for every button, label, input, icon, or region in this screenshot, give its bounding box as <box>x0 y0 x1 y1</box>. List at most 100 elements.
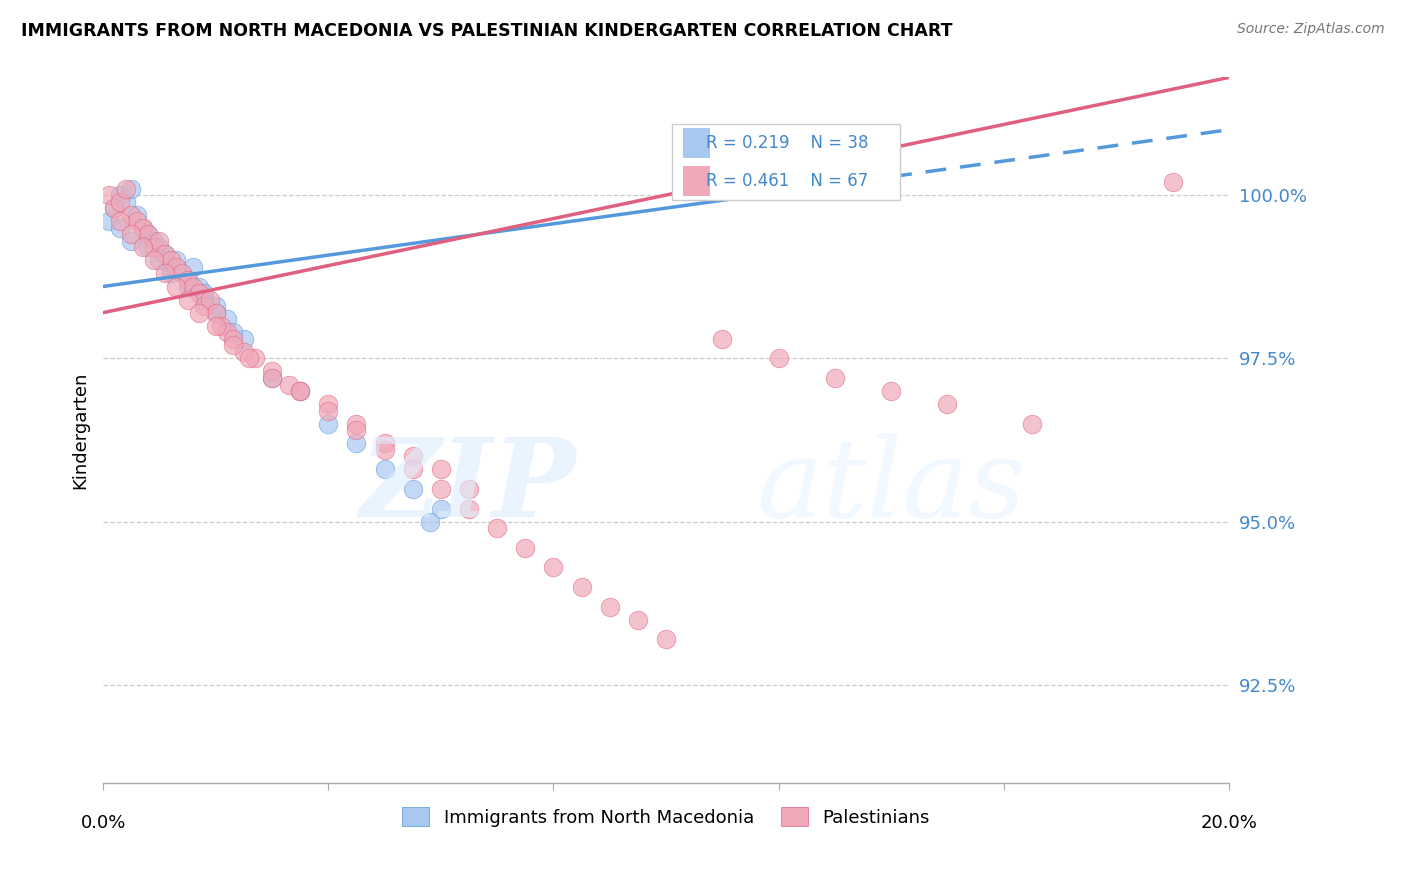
Point <box>120 234 142 248</box>
Point <box>204 318 226 333</box>
Point <box>148 253 170 268</box>
Point <box>571 580 593 594</box>
Text: ZIP: ZIP <box>360 433 576 541</box>
Point <box>193 299 215 313</box>
Point <box>260 364 283 378</box>
Point <box>136 240 159 254</box>
Point <box>165 253 187 268</box>
Point <box>204 299 226 313</box>
Point <box>260 371 283 385</box>
Point <box>142 240 165 254</box>
Point <box>181 260 204 274</box>
Point <box>131 220 153 235</box>
Point <box>221 338 243 352</box>
Point <box>215 312 238 326</box>
Point <box>108 188 131 202</box>
Point <box>176 279 198 293</box>
Point <box>204 305 226 319</box>
Point <box>108 194 131 209</box>
Point <box>1161 175 1184 189</box>
Point <box>316 397 339 411</box>
Point <box>176 293 198 307</box>
Point <box>374 462 396 476</box>
Point <box>288 384 311 398</box>
Point <box>260 371 283 385</box>
Point <box>1021 417 1043 431</box>
Point <box>170 267 193 281</box>
Point <box>221 325 243 339</box>
Text: Source: ZipAtlas.com: Source: ZipAtlas.com <box>1237 22 1385 37</box>
Point <box>599 599 621 614</box>
Point <box>374 442 396 457</box>
Point <box>655 632 678 647</box>
Point <box>243 351 266 366</box>
Point <box>346 417 368 431</box>
Point <box>159 253 181 268</box>
Point <box>108 214 131 228</box>
Point <box>153 247 176 261</box>
Point <box>238 351 260 366</box>
Point <box>125 214 148 228</box>
Point <box>181 279 204 293</box>
Point <box>515 541 537 555</box>
Text: IMMIGRANTS FROM NORTH MACEDONIA VS PALESTINIAN KINDERGARTEN CORRELATION CHART: IMMIGRANTS FROM NORTH MACEDONIA VS PALES… <box>21 22 953 40</box>
Point <box>142 253 165 268</box>
Point <box>215 325 238 339</box>
Point <box>204 305 226 319</box>
Text: R = 0.461    N = 67: R = 0.461 N = 67 <box>706 172 868 190</box>
Point <box>543 560 565 574</box>
Point <box>159 267 181 281</box>
Point <box>153 267 176 281</box>
Text: R = 0.219    N = 38: R = 0.219 N = 38 <box>706 134 869 153</box>
Point <box>120 181 142 195</box>
Point <box>768 351 790 366</box>
Point <box>374 436 396 450</box>
Point <box>419 515 441 529</box>
Point <box>316 417 339 431</box>
Text: 20.0%: 20.0% <box>1201 814 1257 831</box>
Point <box>880 384 903 398</box>
Point <box>430 482 453 496</box>
Point <box>170 267 193 281</box>
Point <box>136 227 159 242</box>
Point <box>209 318 232 333</box>
Point <box>187 305 209 319</box>
Point <box>402 482 425 496</box>
Point <box>148 240 170 254</box>
Point <box>125 208 148 222</box>
Point <box>120 208 142 222</box>
Point <box>187 286 209 301</box>
Point <box>148 234 170 248</box>
Point <box>103 201 125 215</box>
Text: 0.0%: 0.0% <box>80 814 125 831</box>
Point <box>193 293 215 307</box>
Point <box>346 423 368 437</box>
Point <box>97 214 120 228</box>
Point <box>136 227 159 242</box>
Text: atlas: atlas <box>756 433 1026 541</box>
Point <box>936 397 959 411</box>
Point <box>458 482 481 496</box>
Point <box>232 332 254 346</box>
Point <box>165 279 187 293</box>
Point <box>711 332 734 346</box>
Point <box>430 501 453 516</box>
Point <box>108 220 131 235</box>
Point <box>193 286 215 301</box>
Point <box>288 384 311 398</box>
Point <box>458 501 481 516</box>
Point <box>187 279 209 293</box>
Point <box>114 194 136 209</box>
Point <box>430 462 453 476</box>
Point <box>114 181 136 195</box>
Point <box>103 201 125 215</box>
Point <box>288 384 311 398</box>
Point <box>346 436 368 450</box>
Legend: Immigrants from North Macedonia, Palestinians: Immigrants from North Macedonia, Palesti… <box>395 800 938 834</box>
Point <box>221 332 243 346</box>
Point <box>131 220 153 235</box>
Point <box>131 240 153 254</box>
Point <box>176 273 198 287</box>
Point <box>176 273 198 287</box>
Point <box>232 344 254 359</box>
